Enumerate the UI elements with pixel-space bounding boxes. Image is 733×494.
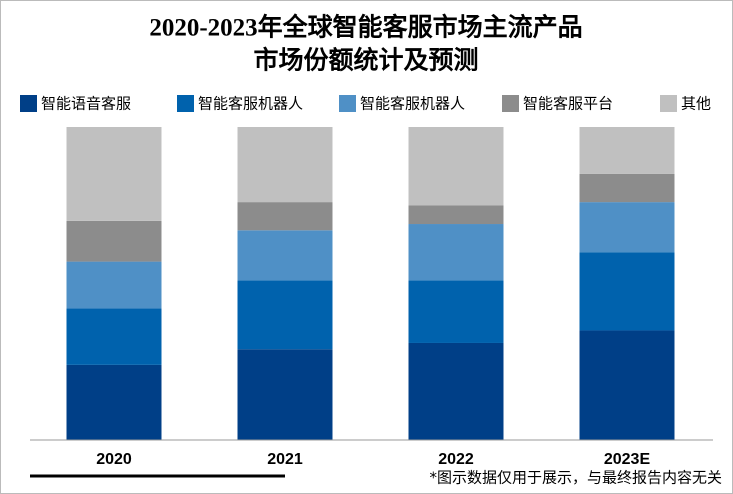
bar-segment bbox=[408, 342, 504, 440]
bar-segment bbox=[237, 230, 333, 281]
bar-segment bbox=[66, 127, 162, 221]
legend-label: 智能客服机器人 bbox=[360, 95, 465, 113]
bar-segment bbox=[237, 280, 333, 350]
chart-title: 2020-2023年全球智能客服市场主流产品 bbox=[149, 13, 582, 42]
bar-segment bbox=[66, 220, 162, 262]
bar-segment bbox=[66, 308, 162, 365]
legend-swatch bbox=[177, 95, 194, 112]
legend-swatch bbox=[20, 95, 37, 112]
bar-segment bbox=[579, 330, 675, 440]
bar-segment bbox=[237, 202, 333, 231]
legend-label: 智能客服平台 bbox=[523, 95, 613, 113]
bar-segment bbox=[66, 364, 162, 440]
legend-swatch bbox=[660, 95, 677, 112]
x-tick-label: 2023E bbox=[604, 451, 651, 468]
bar-segment bbox=[579, 173, 675, 203]
bar-segment bbox=[408, 224, 504, 281]
legend-swatch bbox=[339, 95, 356, 112]
bar-segment bbox=[579, 202, 675, 253]
legend-label: 智能客服机器人 bbox=[198, 95, 303, 113]
legend-swatch bbox=[502, 95, 519, 112]
bar-segment bbox=[579, 127, 675, 174]
x-tick-label: 2021 bbox=[267, 451, 303, 468]
x-tick-label: 2022 bbox=[438, 451, 474, 468]
bar-segment bbox=[66, 261, 162, 309]
legend-label: 其他 bbox=[681, 95, 711, 113]
bar-segment bbox=[237, 349, 333, 440]
bar-segment bbox=[408, 127, 504, 206]
x-tick-label: 2020 bbox=[96, 451, 132, 468]
bar-segment bbox=[408, 280, 504, 343]
legend-label: 智能语音客服 bbox=[41, 95, 131, 113]
chart-title: 市场份额统计及预测 bbox=[253, 46, 478, 75]
bar-segment bbox=[237, 127, 333, 203]
bar-segment bbox=[408, 205, 504, 225]
bar-segment bbox=[579, 252, 675, 331]
footnote: *图示数据仅用于展示，与最终报告内容无关 bbox=[429, 469, 722, 487]
